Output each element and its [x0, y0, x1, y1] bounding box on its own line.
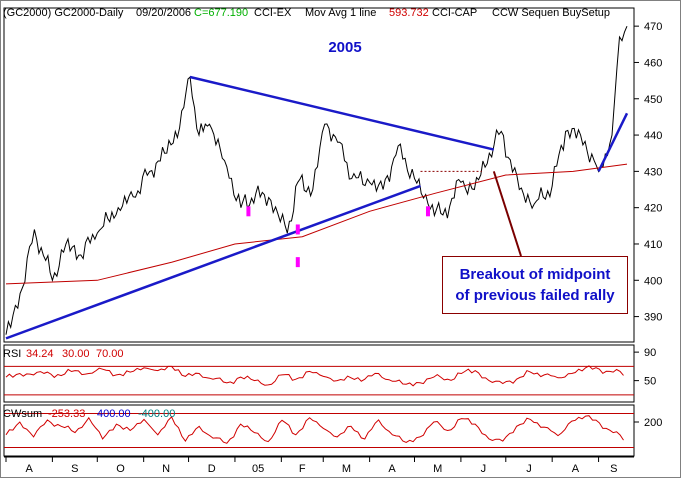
rsi-series-line	[5, 365, 624, 387]
panel-frame	[3, 344, 635, 403]
cwsum-readout-value: -253.33	[48, 408, 85, 420]
buy-setup-marker	[246, 206, 251, 217]
y-tick-label: 390	[644, 312, 662, 324]
cwsum-readout-low: -400.00	[138, 408, 175, 420]
chart-header-cci-ex: CCI-EX	[254, 7, 292, 19]
breakout-callout: Breakout of midpoint of previous failed …	[442, 256, 628, 314]
rsi-readout-value: 34.24	[26, 348, 54, 360]
x-tick-label: J	[526, 463, 532, 475]
rsi-readout-low: 30.00	[62, 348, 90, 360]
callout-line-2: of previous failed rally	[455, 287, 615, 304]
x-tick-label: M	[342, 463, 351, 475]
trendline	[189, 75, 495, 151]
buy-setup-marker	[295, 257, 300, 268]
y-tick-label: 450	[644, 94, 662, 106]
chart-header-date: 09/20/2006	[136, 7, 191, 19]
y-tick-label: 410	[644, 239, 662, 251]
rsi-y-tick-label: 50	[644, 376, 656, 388]
chart-header-mov-avg: Mov Avg 1 line	[305, 7, 376, 19]
panel-frame	[3, 7, 635, 343]
x-tick-label: A	[388, 463, 396, 475]
year-label: 2005	[328, 39, 361, 56]
rsi-readout-high: 70.00	[96, 348, 124, 360]
moving-average-line	[5, 163, 628, 285]
x-tick-label: S	[71, 463, 78, 475]
rsi-y-tick-label: 90	[644, 347, 656, 359]
y-tick-label: 470	[644, 21, 662, 33]
x-tick-label: D	[208, 463, 216, 475]
price-series-line	[5, 26, 628, 335]
y-tick-label: 400	[644, 275, 662, 287]
x-tick-label: N	[162, 463, 170, 475]
x-tick-label: A	[572, 463, 580, 475]
cwsum-readout-high: 400.00	[97, 408, 131, 420]
y-tick-label: 460	[644, 57, 662, 69]
chart-header-mov-avg-value: 593.732	[389, 7, 429, 19]
chart-header-symbol: (GC2000) GC2000-Daily	[3, 7, 124, 19]
cwsum-series-line	[5, 415, 624, 444]
series-layer	[5, 26, 629, 444]
chart-header-close: C=677.190	[194, 7, 248, 19]
cwsum-y-tick-label: 200	[644, 417, 662, 429]
y-tick-label: 420	[644, 203, 662, 215]
x-tick-label: S	[610, 463, 617, 475]
chart-header-ccw: CCW Sequen BuySetup	[492, 7, 610, 19]
trendline	[597, 112, 629, 172]
x-tick-label: O	[116, 463, 125, 475]
callout-line-1: Breakout of midpoint	[459, 266, 611, 283]
x-tick-label: A	[26, 463, 34, 475]
cwsum-title: CWsum	[3, 408, 42, 420]
trendline	[5, 184, 421, 340]
chart-header-cci-cap: CCI-CAP	[432, 7, 477, 19]
buy-setup-marker	[295, 224, 300, 235]
x-tick-label: 05	[252, 463, 264, 475]
y-tick-label: 430	[644, 166, 662, 178]
callout-arrow	[492, 171, 522, 257]
panel-frame	[3, 404, 635, 457]
x-tick-label: J	[481, 463, 487, 475]
axis-layer: A S O N D 05 F M A M J J A S 390 400 410 420 430 440 450 460 4…	[5, 21, 662, 475]
buy-setup-marker	[425, 206, 430, 217]
rsi-title: RSI	[3, 348, 21, 360]
x-tick-label: F	[299, 463, 306, 475]
x-tick-label: M	[433, 463, 442, 475]
y-tick-label: 440	[644, 130, 662, 142]
